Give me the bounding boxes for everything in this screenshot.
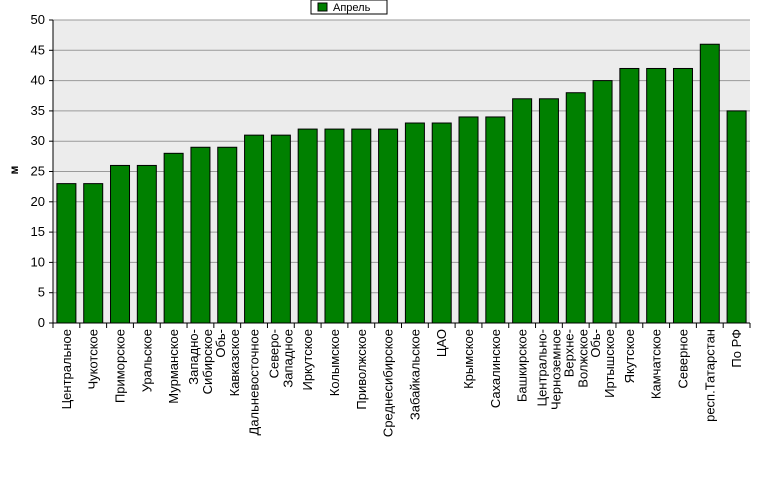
y-tick-label: 50	[31, 12, 45, 27]
y-tick-label: 30	[31, 133, 45, 148]
y-tick-label: 15	[31, 224, 45, 239]
x-tick-label: Приволжское	[354, 329, 369, 410]
x-category-labels: Центральное Чукотское Приморское Уральское М…	[59, 329, 744, 437]
bar[interactable]	[565, 92, 586, 324]
bars	[56, 43, 747, 324]
legend-label: Апрель	[333, 2, 371, 14]
bar[interactable]	[699, 43, 720, 324]
bar[interactable]	[378, 128, 399, 324]
bar[interactable]	[404, 122, 425, 324]
x-tick-label: Кавказское	[227, 329, 242, 396]
bar[interactable]	[538, 98, 559, 324]
x-tick-label: По РФ	[729, 329, 744, 368]
x-tick-label: Западное	[280, 329, 295, 388]
y-tick-label: 45	[31, 42, 45, 57]
bar[interactable]	[672, 67, 693, 324]
y-tick-labels: 0 5 10 15 20 25 30 35 40 45 50	[31, 12, 45, 330]
bar[interactable]	[83, 183, 104, 324]
x-tick-label: Северное	[675, 329, 690, 388]
bar[interactable]	[351, 128, 372, 324]
x-tick-label: Чукотское	[86, 329, 101, 390]
axes	[49, 19, 751, 328]
x-tick-label: Сибирское	[200, 329, 215, 394]
bar[interactable]	[324, 128, 345, 324]
x-tick-label: Приморское	[113, 329, 128, 403]
bar[interactable]	[244, 134, 265, 324]
x-tick-label: Забайкальское	[407, 329, 422, 420]
x-tick-label: Якутское	[622, 329, 637, 383]
bar[interactable]	[270, 134, 291, 324]
x-tick-label: ЦАО	[434, 329, 449, 357]
bar[interactable]	[485, 116, 506, 324]
bar[interactable]	[619, 67, 640, 324]
y-tick-label: 25	[31, 164, 45, 179]
bar[interactable]	[190, 146, 211, 324]
x-tick-label: Волжское	[575, 329, 590, 388]
bar[interactable]	[163, 152, 184, 324]
bar[interactable]	[458, 116, 479, 324]
x-tick-label: Башкирское	[515, 329, 530, 402]
x-tick-label: Центральное	[59, 329, 74, 409]
x-tick-label: Камчатское	[649, 329, 664, 399]
x-tick-label: Верхне-	[561, 329, 576, 377]
x-tick-label: респ.Татарстан	[702, 329, 717, 422]
bar[interactable]	[136, 164, 157, 324]
y-tick-label: 5	[38, 285, 45, 300]
legend-box	[310, 0, 388, 15]
x-tick-label: Иркутское	[300, 329, 315, 391]
x-tick-label: Черноземное	[548, 329, 563, 410]
x-tick-label: Колымское	[327, 329, 342, 396]
bar[interactable]	[592, 80, 613, 324]
legend-swatch	[317, 2, 328, 12]
y-tick-label: 0	[38, 315, 45, 330]
legend[interactable]: Апрель	[310, 0, 388, 15]
x-tick-label: Центрально-	[534, 329, 549, 407]
x-tick-label: Крымское	[461, 329, 476, 389]
x-tick-label: Среднесибирское	[381, 329, 396, 437]
y-tick-label: 35	[31, 103, 45, 118]
x-tick-label: Мурманское	[166, 329, 181, 404]
y-tick-label: 20	[31, 194, 45, 209]
y-tick-label: 10	[31, 254, 45, 269]
x-tick-label: Уральское	[139, 329, 154, 392]
x-tick-label: Северо-	[266, 329, 281, 378]
x-tick-label: Иртышское	[602, 329, 617, 398]
bar[interactable]	[56, 183, 77, 324]
bar[interactable]	[217, 146, 238, 324]
bar[interactable]	[297, 128, 318, 324]
x-tick-label: Сахалинское	[488, 329, 503, 408]
y-tick-label: 40	[31, 73, 45, 88]
y-axis-label: м	[7, 165, 21, 174]
bar[interactable]	[431, 122, 452, 324]
x-tick-label: Западно-	[186, 329, 201, 385]
x-tick-label: Обь-	[588, 329, 603, 358]
bar[interactable]	[110, 164, 131, 324]
bar[interactable]	[646, 67, 667, 324]
x-tick-label: Дальневосточное	[247, 329, 262, 435]
x-tick-label: Обь-	[213, 329, 228, 358]
bar[interactable]	[726, 110, 747, 324]
bar[interactable]	[512, 98, 533, 324]
